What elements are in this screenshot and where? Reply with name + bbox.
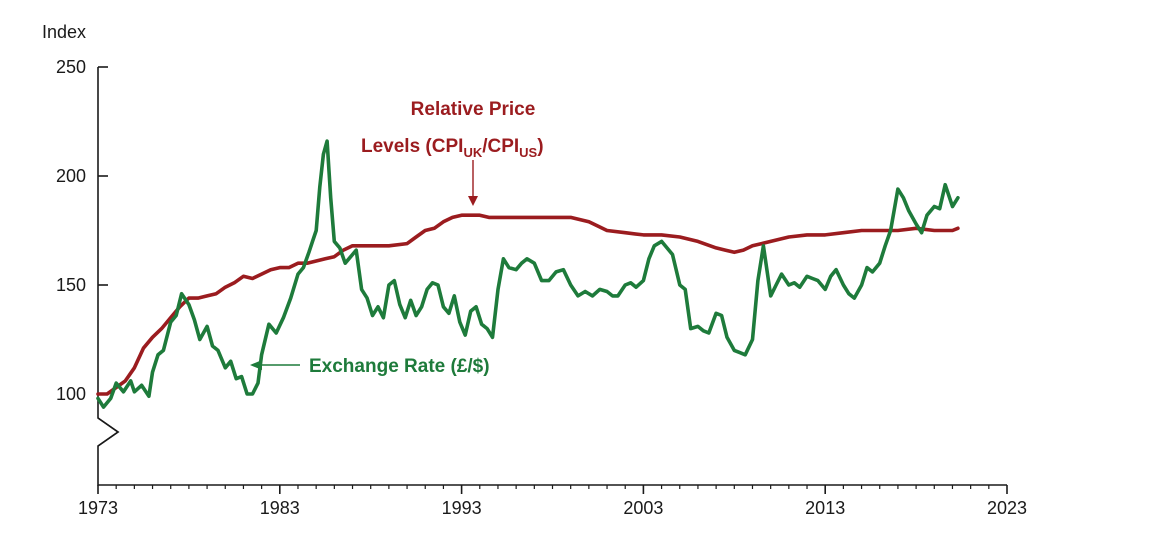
y-tick-label: 250: [56, 57, 86, 77]
x-tick-label: 2023: [987, 498, 1027, 518]
relative-price-label-prefix: Levels (CPI: [361, 136, 463, 157]
exchange-rate-label: Exchange Rate (£/$): [309, 356, 490, 377]
relative-price-label-suffix: ): [537, 136, 543, 157]
exchange-rate-line: [96, 139, 960, 409]
x-tick-label: 2003: [623, 498, 663, 518]
relative-price-label-sub-us: US: [519, 145, 537, 160]
relative-price-line: [96, 213, 960, 396]
x-tick-label: 1993: [442, 498, 482, 518]
y-axis-title: Index: [42, 22, 86, 42]
series-lines: [96, 139, 960, 409]
axes: [97, 67, 1007, 486]
y-tick-label: 150: [56, 275, 86, 295]
relative-price-label-line2: Levels (CPIUK/CPIUS): [361, 136, 544, 160]
axis-break-mark: [97, 417, 120, 447]
relative-price-label-sub-uk: UK: [463, 145, 482, 160]
x-tick-label: 2013: [805, 498, 845, 518]
y-tick-label: 100: [56, 384, 86, 404]
exchange-rate-arrow: [250, 360, 300, 370]
relative-price-arrow: [468, 160, 478, 206]
x-axis-ticks: 1973 1983 1993 2003 2013 2023: [78, 485, 1027, 518]
x-tick-label: 1973: [78, 498, 118, 518]
y-axis-ticks: 100 150 200 250: [56, 57, 108, 404]
relative-price-label-mid: /CPI: [482, 136, 519, 157]
y-tick-label: 200: [56, 166, 86, 186]
x-tick-label: 1983: [260, 498, 300, 518]
relative-price-label-line1: Relative Price: [411, 99, 536, 120]
